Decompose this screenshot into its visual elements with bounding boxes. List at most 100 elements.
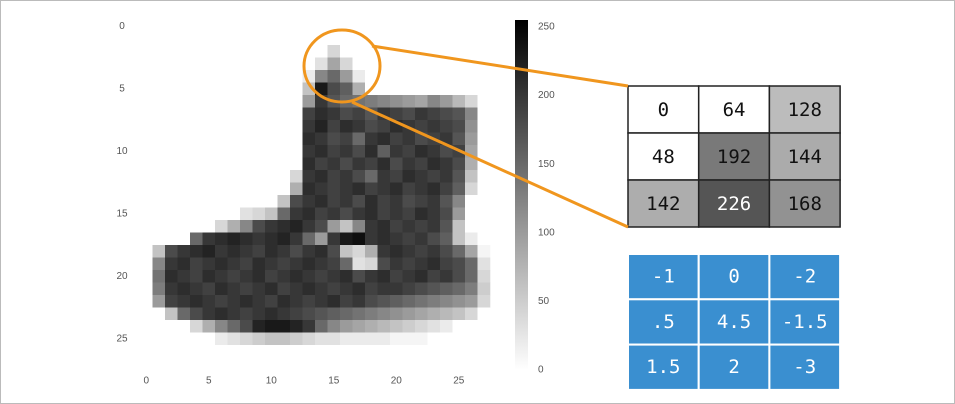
filter-cell — [697, 343, 771, 391]
pixel — [327, 182, 341, 196]
pixel — [190, 307, 203, 321]
pixel — [240, 107, 253, 121]
pixel — [140, 107, 153, 121]
pixel — [340, 245, 353, 258]
pixel — [302, 357, 316, 371]
pixel — [240, 132, 253, 146]
pixel — [427, 207, 441, 221]
pixel — [227, 120, 241, 133]
pixel — [165, 307, 178, 321]
pixel — [477, 170, 491, 183]
pixel — [390, 182, 403, 196]
pixel — [252, 120, 266, 133]
pixel — [440, 57, 453, 71]
pixel — [140, 282, 153, 296]
pixel — [227, 295, 241, 308]
pixel — [452, 120, 466, 133]
highlight-circle — [302, 28, 382, 104]
pixel — [352, 345, 366, 358]
pixel — [377, 207, 391, 221]
pixel — [252, 245, 266, 258]
pixel — [327, 107, 341, 121]
pixel — [252, 70, 266, 83]
pixel — [165, 20, 178, 33]
pixel — [302, 320, 316, 333]
pixel — [302, 345, 316, 358]
pixel — [227, 132, 241, 146]
pixel — [440, 170, 453, 183]
pixel — [352, 220, 366, 233]
pixel — [227, 320, 241, 333]
pixel — [215, 320, 228, 333]
pixel — [390, 345, 403, 358]
pixel — [140, 145, 153, 158]
pixel — [140, 157, 153, 171]
pixel — [465, 157, 478, 171]
pixel — [477, 120, 491, 133]
pixel — [290, 245, 303, 258]
pixel — [152, 220, 166, 233]
pixel — [327, 257, 341, 271]
pixel — [352, 57, 366, 71]
pixel — [277, 107, 291, 121]
pixel — [402, 145, 416, 158]
colorbar-tick-label: 200 — [538, 90, 555, 101]
pixel-value: 0 — [658, 99, 669, 121]
y-tick-label: 5 — [119, 83, 125, 94]
pixel — [227, 157, 241, 171]
pixel — [315, 232, 328, 246]
pixel — [352, 157, 366, 171]
pixel — [440, 357, 453, 371]
pixel — [315, 245, 328, 258]
pixel — [390, 57, 403, 71]
pixel — [227, 82, 241, 96]
pixel — [415, 182, 428, 196]
pixel — [440, 332, 453, 346]
pixel — [415, 295, 428, 308]
pixel — [402, 182, 416, 196]
pixel — [140, 70, 153, 83]
pixel — [440, 320, 453, 333]
pixel — [477, 245, 491, 258]
pixel — [352, 182, 366, 196]
pixel — [415, 20, 428, 33]
pixel — [390, 295, 403, 308]
pixel — [165, 95, 178, 108]
pixel — [152, 270, 166, 283]
pixel — [165, 282, 178, 296]
pixel — [477, 270, 491, 283]
pixel — [140, 82, 153, 96]
pixel — [202, 107, 216, 121]
pixel — [302, 257, 316, 271]
pixel — [402, 157, 416, 171]
pixel — [315, 295, 328, 308]
pixel — [352, 170, 366, 183]
pixel — [277, 282, 291, 296]
pixel — [140, 45, 153, 58]
pixel — [290, 57, 303, 71]
pixel — [277, 307, 291, 321]
pixel — [190, 282, 203, 296]
pixel — [290, 270, 303, 283]
pixel — [477, 45, 491, 58]
pixel — [315, 107, 328, 121]
pixel — [302, 20, 316, 33]
pixel — [252, 20, 266, 33]
pixel — [327, 282, 341, 296]
pixel — [327, 145, 341, 158]
pixel — [227, 32, 241, 46]
pixel — [202, 170, 216, 183]
x-tick-label: 10 — [266, 376, 278, 387]
pixel — [465, 295, 478, 308]
filter-cell — [768, 298, 842, 346]
y-tick-label: 10 — [116, 146, 128, 157]
pixel — [277, 195, 291, 208]
pixel — [440, 295, 453, 308]
pixel — [202, 257, 216, 271]
pixel — [477, 82, 491, 96]
pixel — [302, 332, 316, 346]
pixel — [365, 20, 378, 33]
pixel — [165, 232, 178, 246]
pixel — [240, 232, 253, 246]
pixel — [265, 332, 278, 346]
